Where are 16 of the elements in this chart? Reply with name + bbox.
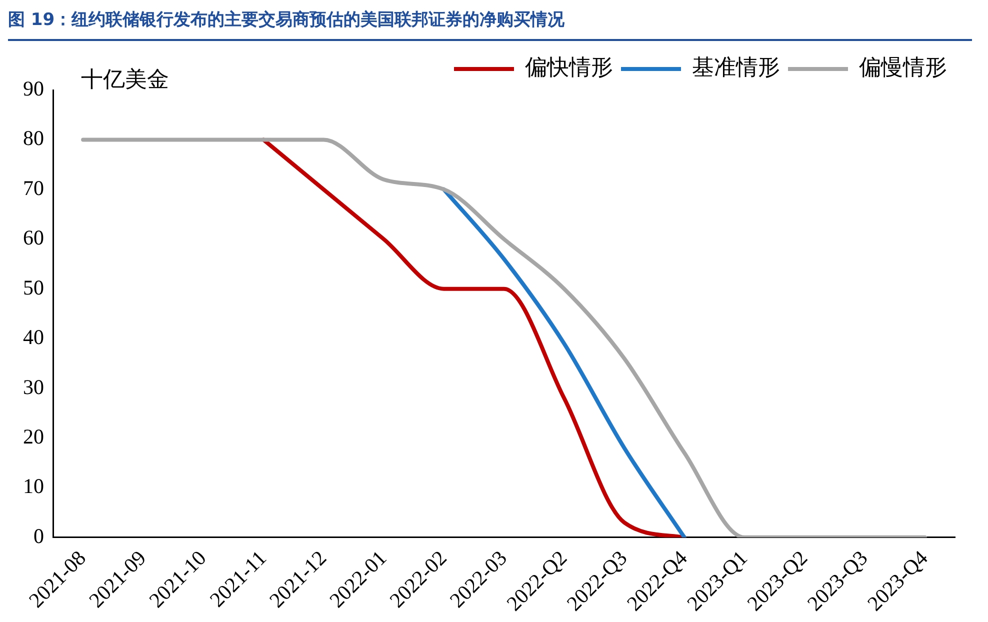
y-tick-label: 20 <box>23 424 44 448</box>
y-tick-label: 50 <box>23 275 44 300</box>
chart-title: 图 19：纽约联储银行发布的主要交易商预估的美国联邦证券的净购买情况 <box>8 8 972 41</box>
y-tick-label: 70 <box>23 176 44 200</box>
legend-label: 偏快情形 <box>525 56 613 81</box>
y-axis-title: 十亿美金 <box>81 68 169 93</box>
y-tick-label: 60 <box>23 226 44 250</box>
legend-label: 基准情形 <box>692 56 780 81</box>
legend-label: 偏慢情形 <box>859 56 947 81</box>
y-tick-label: 90 <box>23 76 44 101</box>
y-tick-label: 80 <box>23 126 44 150</box>
y-tick-label: 30 <box>23 374 44 399</box>
line-series <box>81 138 927 538</box>
y-tick-label: 10 <box>23 474 44 498</box>
y-tick-label: 0 <box>34 524 44 548</box>
y-tick-label: 40 <box>23 325 44 350</box>
